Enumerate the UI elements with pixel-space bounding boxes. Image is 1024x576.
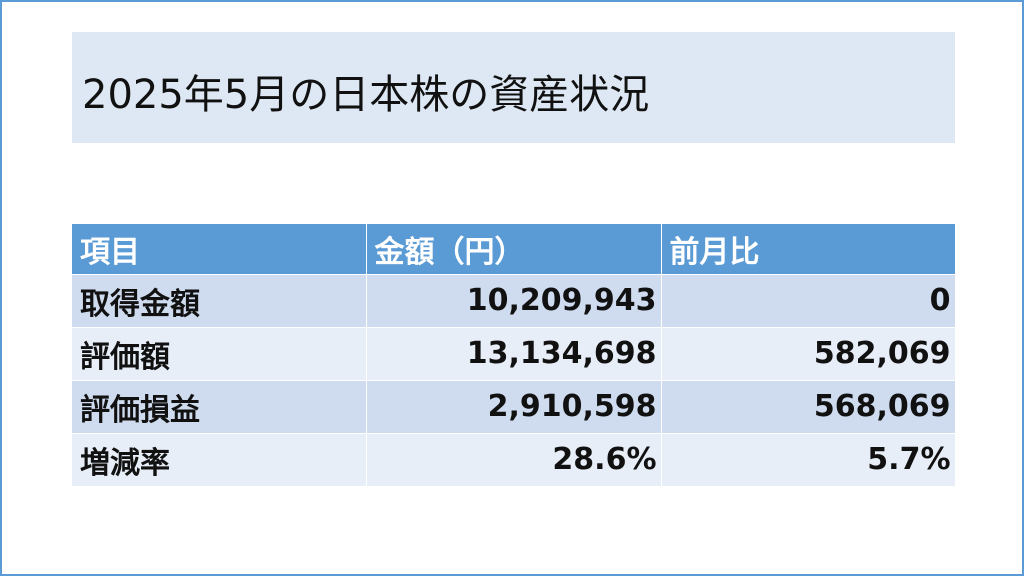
row-label: 評価額	[72, 327, 367, 381]
row-mom: 582,069	[661, 327, 956, 381]
row-label: 取得金額	[72, 274, 367, 328]
table-row: 増減率 28.6% 5.7%	[72, 433, 956, 487]
header-amount: 金額（円）	[366, 224, 662, 275]
table-row: 評価額 13,134,698 582,069	[72, 327, 956, 381]
row-amount: 28.6%	[366, 433, 662, 487]
slide-title: 2025年5月の日本株の資産状況	[82, 72, 650, 118]
row-amount: 10,209,943	[366, 274, 662, 328]
header-item: 項目	[72, 224, 367, 275]
title-box: 2025年5月の日本株の資産状況	[72, 32, 955, 143]
row-mom: 0	[661, 274, 956, 328]
row-mom: 568,069	[661, 380, 956, 434]
row-amount: 13,134,698	[366, 327, 662, 381]
table-header-row: 項目 金額（円） 前月比	[72, 224, 956, 275]
row-mom: 5.7%	[661, 433, 956, 487]
header-month-over-month: 前月比	[661, 224, 956, 275]
table-row: 取得金額 10,209,943 0	[72, 274, 956, 328]
asset-table: 項目 金額（円） 前月比 取得金額 10,209,943 0 評価額 13,13…	[72, 224, 956, 487]
table-row: 評価損益 2,910,598 568,069	[72, 380, 956, 434]
row-label: 評価損益	[72, 380, 367, 434]
row-amount: 2,910,598	[366, 380, 662, 434]
row-label: 増減率	[72, 433, 367, 487]
